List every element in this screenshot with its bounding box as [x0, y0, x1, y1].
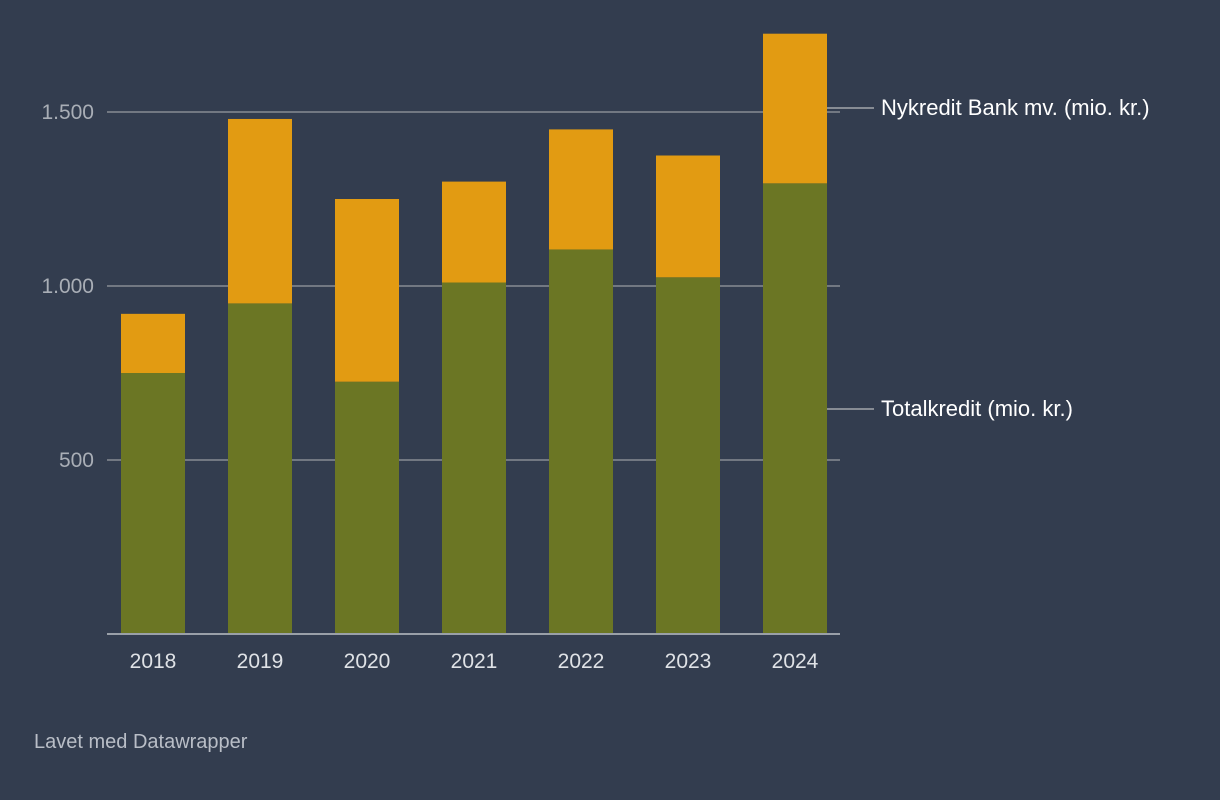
bar-nykredit-bank-2020 [335, 199, 399, 382]
bar-totalkredit-2020 [335, 381, 399, 634]
x-tick-label: 2024 [772, 650, 819, 673]
bars [121, 33, 827, 634]
bar-nykredit-bank-2022 [549, 129, 613, 250]
x-tick-label: 2019 [237, 650, 284, 673]
bar-nykredit-bank-2023 [656, 155, 720, 278]
bar-totalkredit-2021 [442, 282, 506, 634]
x-tick-label: 2021 [451, 650, 498, 673]
bar-totalkredit-2023 [656, 277, 720, 634]
label-totalkredit: Totalkredit (mio. kr.) [881, 396, 1073, 421]
axes: 500 1.000 1.500 2018 2019 2020 2021 2022 2023 202… [41, 101, 840, 673]
bar-totalkredit-2018 [121, 373, 185, 634]
y-tick-label: 500 [59, 449, 94, 472]
bar-totalkredit-2022 [549, 249, 613, 634]
x-tick-label: 2023 [665, 650, 712, 673]
bar-nykredit-bank-2019 [228, 118, 292, 304]
credit-text: Lavet med Datawrapper [34, 731, 248, 753]
bar-nykredit-bank-2024 [763, 33, 827, 184]
y-tick-label: 1.000 [41, 275, 94, 298]
bar-totalkredit-2024 [763, 183, 827, 634]
y-tick-label: 1.500 [41, 101, 94, 124]
series-labels: Totalkredit (mio. kr.) Nykredit Bank mv. … [827, 95, 1150, 421]
bar-totalkredit-2019 [228, 303, 292, 634]
label-nykredit-bank: Nykredit Bank mv. (mio. kr.) [881, 95, 1150, 120]
bar-nykredit-bank-2018 [121, 313, 185, 373]
x-tick-label: 2022 [558, 650, 605, 673]
x-tick-label: 2020 [344, 650, 391, 673]
x-tick-label: 2018 [130, 650, 177, 673]
bar-nykredit-bank-2021 [442, 181, 506, 283]
